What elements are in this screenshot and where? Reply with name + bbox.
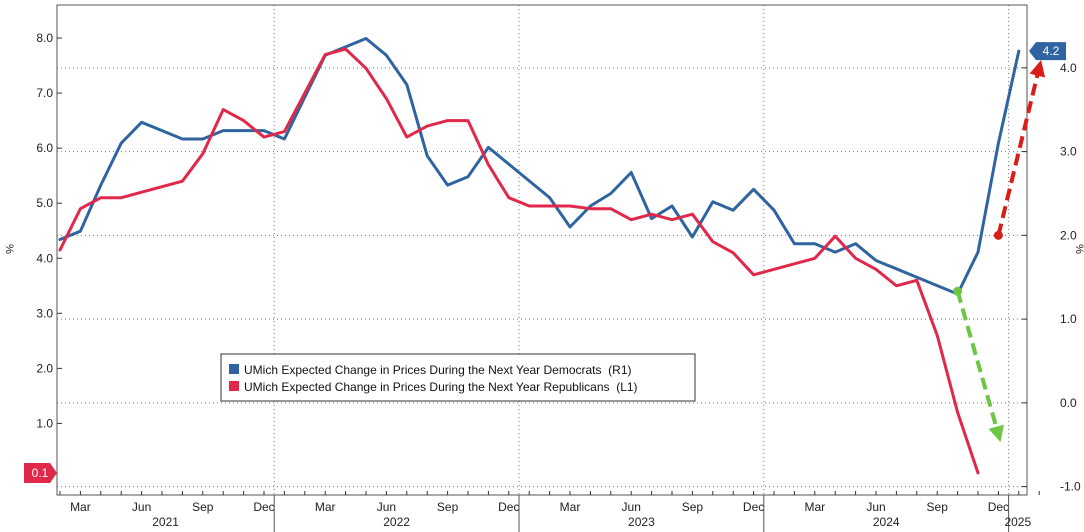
series-line-democrats <box>58 37 1021 296</box>
legend: UMich Expected Change in Prices During t… <box>220 353 696 402</box>
last-value-badge-text: 0.1 <box>32 466 49 480</box>
x-tick-label: Mar <box>315 500 336 514</box>
year-label: 2024 <box>873 515 900 529</box>
x-tick-label: Mar <box>70 500 91 514</box>
x-tick-label: Mar <box>560 500 581 514</box>
series-line-republicans <box>58 47 980 475</box>
last-value-badge-text: 4.2 <box>1043 44 1060 58</box>
right-axis-unit: % <box>1073 244 1084 254</box>
right-tick-label: -1.0 <box>1060 480 1081 494</box>
legend-swatch-democrats <box>229 364 239 374</box>
legend-label-democrats: UMich Expected Change in Prices During t… <box>244 363 632 377</box>
series-layer <box>58 37 1021 475</box>
x-tick-label: Dec <box>498 500 519 514</box>
x-tick-label: Jun <box>377 500 396 514</box>
year-label: 2021 <box>152 515 179 529</box>
year-label: 2025 <box>1004 515 1031 529</box>
legend-swatch-republicans <box>229 381 239 391</box>
x-tick-label: Jun <box>866 500 885 514</box>
left-tick-label: 1.0 <box>36 416 53 430</box>
year-label: 2023 <box>628 515 655 529</box>
left-tick-label: 8.0 <box>36 31 53 45</box>
right-tick-label: 1.0 <box>1060 312 1077 326</box>
last-value-badge-republicans <box>24 462 57 483</box>
left-tick-label: 2.0 <box>36 361 53 375</box>
right-tick-label: 3.0 <box>1060 145 1077 159</box>
gridlines <box>57 5 1027 495</box>
x-tick-label: Dec <box>988 500 1009 514</box>
right-axis: -1.0 0.0 1.0 2.0 3.0 4.0% <box>1022 61 1084 494</box>
left-tick-label: 5.0 <box>36 196 53 210</box>
x-tick-label: Jun <box>132 500 151 514</box>
left-tick-label: 4.0 <box>36 251 53 265</box>
right-tick-label: 0.0 <box>1060 396 1077 410</box>
x-tick-label: Jun <box>622 500 641 514</box>
x-tick-label: Sep <box>192 500 214 514</box>
x-tick-label: Sep <box>437 500 459 514</box>
annotations <box>953 60 1046 443</box>
x-tick-label: Dec <box>743 500 764 514</box>
legend-box <box>220 353 696 402</box>
value-badges: 4.2 0.1 <box>24 42 1066 483</box>
left-tick-label: 6.0 <box>36 141 53 155</box>
x-tick-label: Dec <box>253 500 274 514</box>
right-tick-label: 2.0 <box>1060 228 1077 242</box>
left-tick-label: 7.0 <box>36 86 53 100</box>
year-label: 2022 <box>383 515 410 529</box>
x-tick-label: Sep <box>682 500 704 514</box>
green-dashed-arrow <box>955 290 1004 443</box>
plot-frame <box>56 4 1028 496</box>
left-axis-unit: % <box>3 244 15 254</box>
last-value-badge-democrats <box>1029 42 1066 61</box>
left-axis: 1.0 2.0 3.0 4.0 5.0 6.0 7.0 8.0% <box>3 31 62 430</box>
red-dashed-arrow <box>996 60 1046 236</box>
x-tick-label: Sep <box>927 500 949 514</box>
x-tick-label: Mar <box>804 500 825 514</box>
legend-label-republicans: UMich Expected Change in Prices During t… <box>244 380 638 394</box>
left-tick-label: 3.0 <box>36 306 53 320</box>
right-tick-label: 4.0 <box>1060 61 1077 75</box>
x-axis: Mar Jun Sep Dec Mar Jun Sep Dec Mar Jun Sep Dec Mar J… <box>59 491 1040 532</box>
